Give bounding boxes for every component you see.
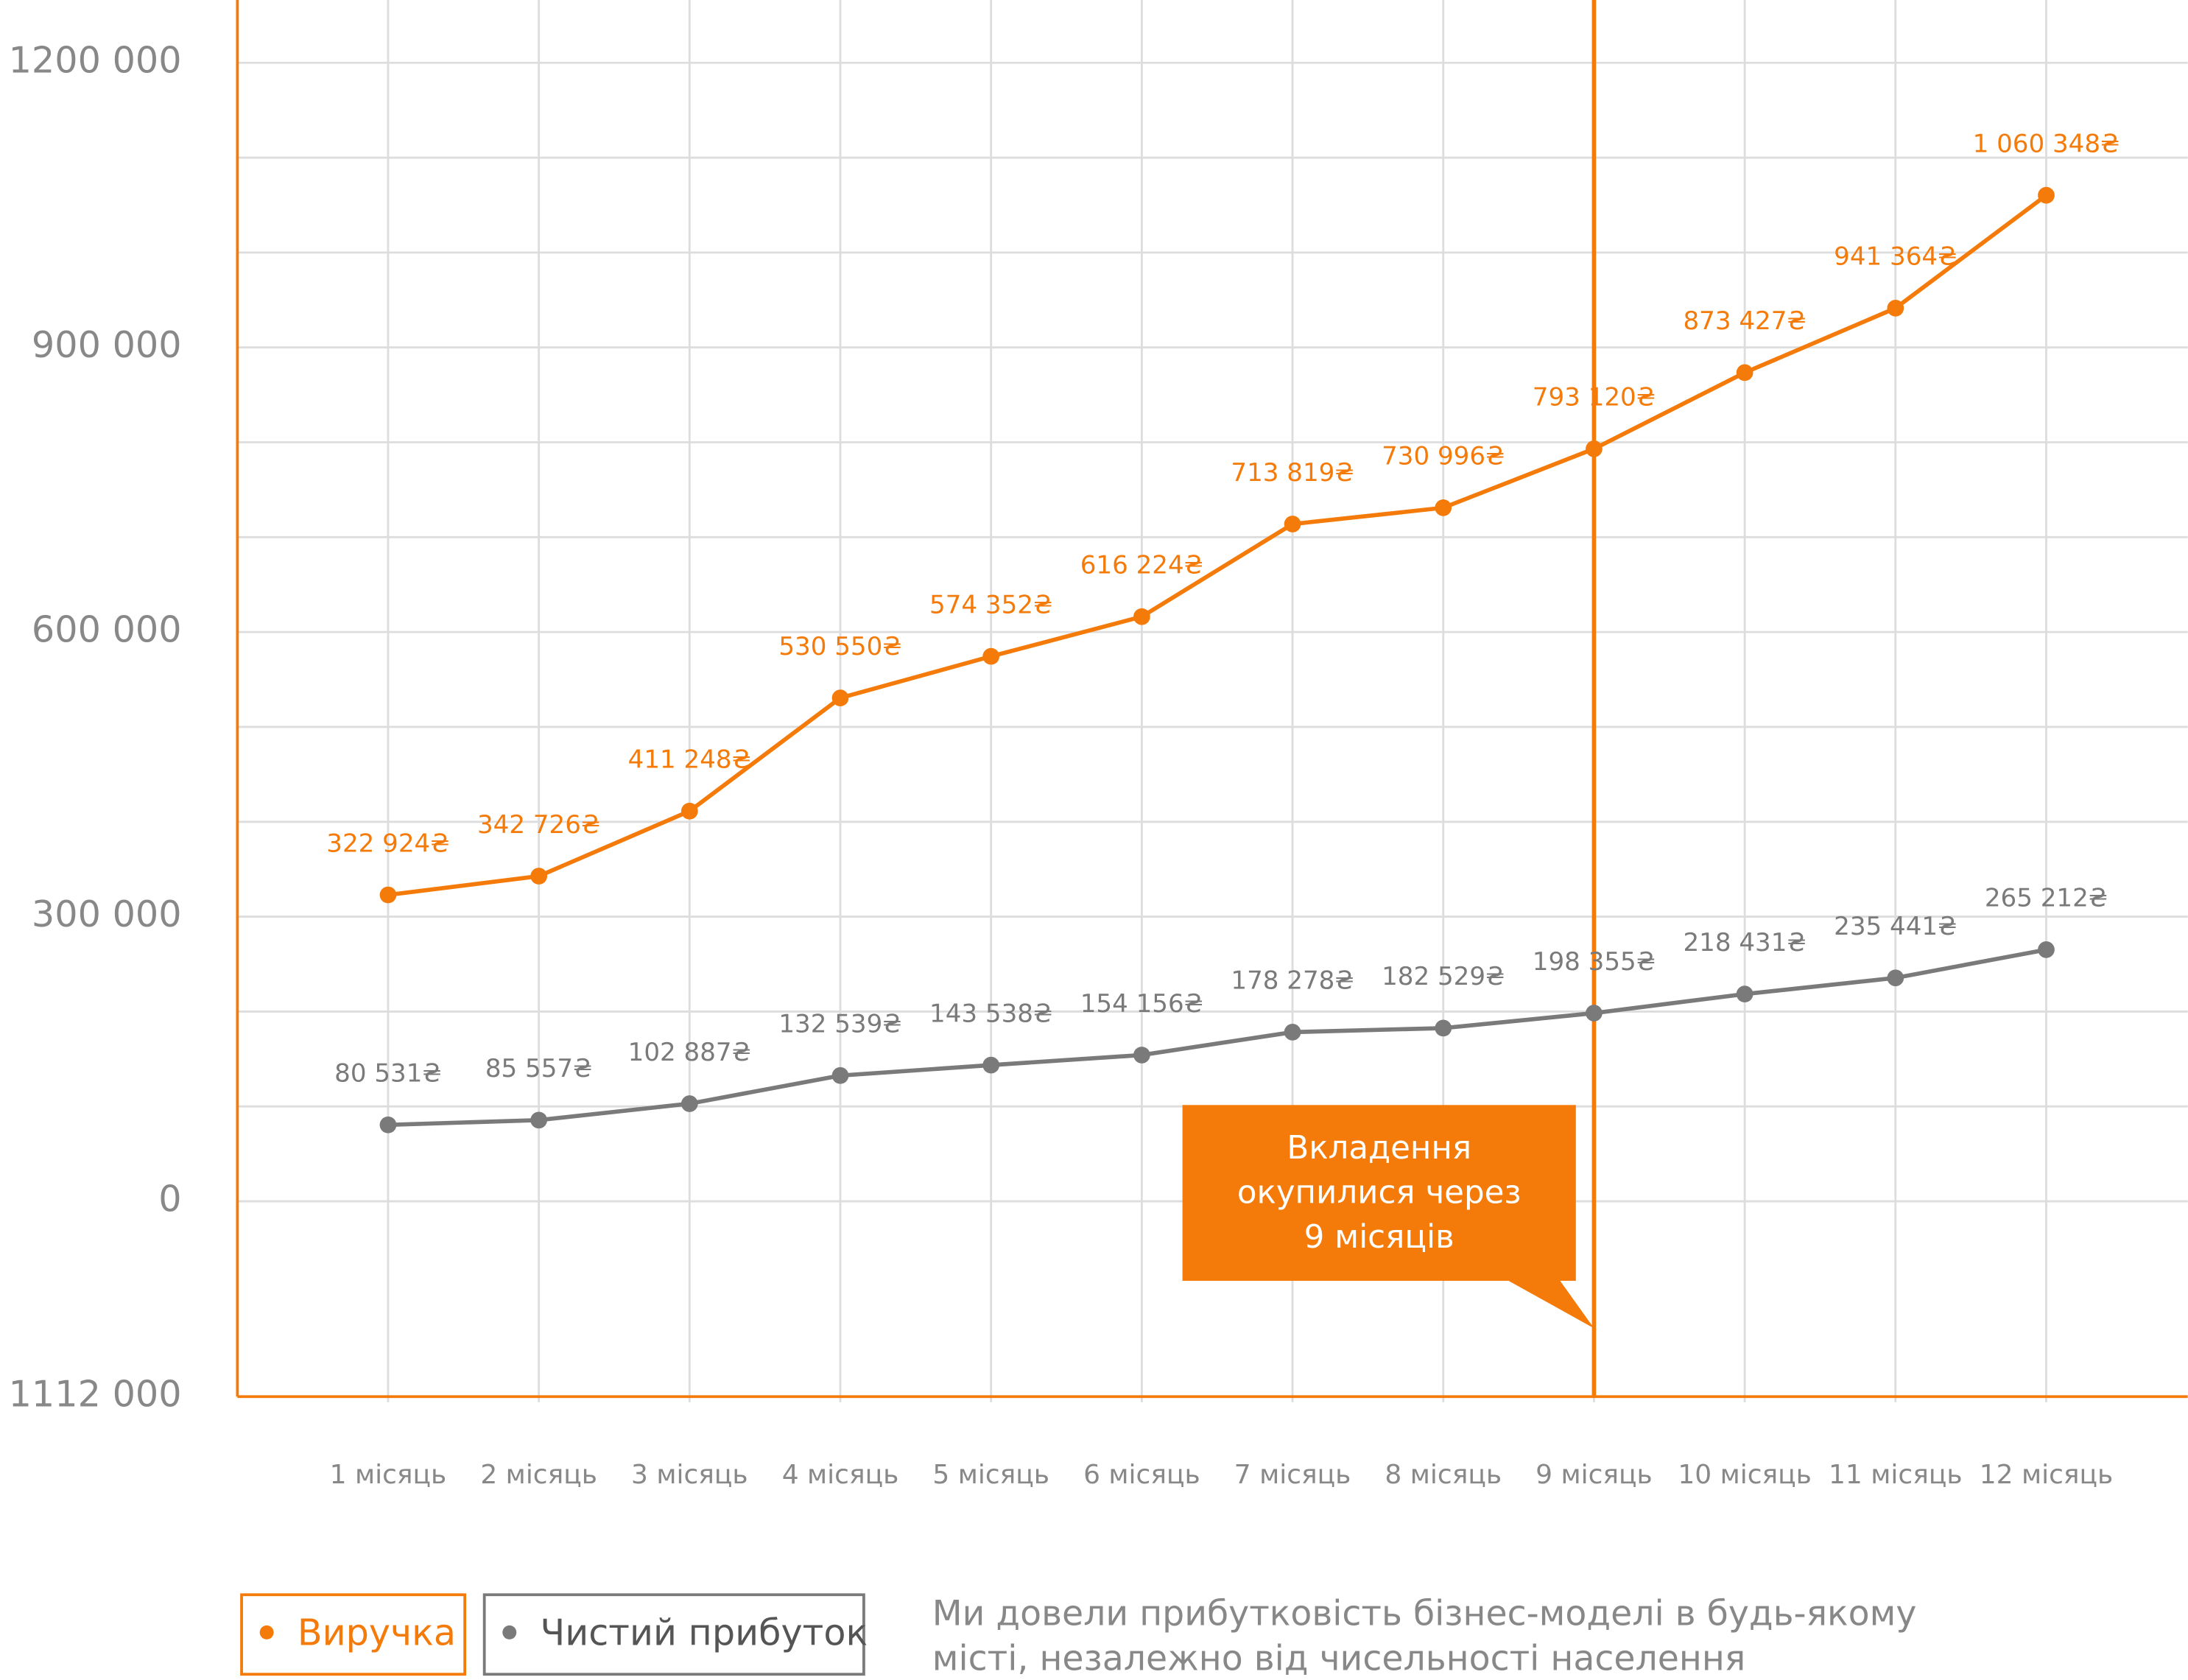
legend-item [482,1593,865,1676]
point [1736,364,1753,382]
value-label: 730 996₴ [1382,442,1505,471]
point [1133,608,1150,625]
point [379,1116,397,1134]
x-tick-label: 4 місяць [782,1460,899,1490]
point [379,886,397,904]
callout-text: окупилися через [1237,1175,1522,1212]
series-line [387,947,2047,1128]
value-label: 793 120₴ [1533,383,1656,412]
x-tick-label: 2 місяць [480,1460,597,1490]
value-label: 132 539₴ [778,1010,901,1039]
value-label: 80 531₴ [334,1059,442,1089]
x-tick-label: 7 місяць [1234,1460,1351,1490]
x-tick-label: 5 місяць [932,1460,1049,1490]
point [1586,440,1603,457]
callout-text: Вкладення [1287,1130,1471,1167]
note: Ми довели прибутковість бізнес-моделі в … [932,1594,1917,1634]
value-label: 713 819₴ [1231,458,1354,488]
point [1887,300,1904,317]
point [1133,1047,1150,1064]
value-label: 1 060 348₴ [1973,129,2120,158]
x-tick-label: 3 місяць [631,1460,748,1490]
point [1435,499,1452,516]
y-tick-label: 900 000 [32,323,182,366]
value-label: 873 427₴ [1683,306,1806,336]
x-tick-label: 8 місяць [1385,1460,1502,1490]
point [1586,1005,1603,1022]
point [1435,1019,1452,1037]
point [2038,186,2055,204]
y-tick-label: 300 000 [32,893,182,935]
x-tick-label: 10 місяць [1678,1460,1812,1490]
value-label: 102 887₴ [628,1038,751,1067]
callout-tail [1506,1279,1594,1329]
point [831,689,849,706]
x-tick-label: 1 місяць [330,1460,447,1490]
point [1887,969,1904,987]
point [831,1066,849,1084]
value-label: 941 364₴ [1834,242,1957,272]
value-label: 143 538₴ [929,999,1052,1028]
point [1284,516,1301,533]
point [530,1111,548,1129]
legend-label: Чистий прибуток [540,1612,868,1654]
value-label: 342 726₴ [477,810,600,840]
legend-label: Виручка [298,1612,456,1654]
y-tick-label: 1200 000 [9,39,182,82]
value-label: 411 248₴ [628,745,751,775]
point [1736,985,1753,1003]
legend-dot [259,1625,274,1639]
value-label: 154 156₴ [1080,989,1203,1019]
x-tick-label: 9 місяць [1536,1460,1653,1490]
value-label: 322 924₴ [326,829,449,858]
value-label: 265 212₴ [1985,884,2108,913]
value-label: 616 224₴ [1080,551,1203,580]
legend-item [240,1593,467,1676]
point [680,802,698,820]
x-tick-label: 12 місяць [1980,1460,2114,1490]
value-label: 235 441₴ [1834,912,1957,941]
point [982,1056,1000,1074]
legend-dot [502,1625,517,1639]
point [982,647,1000,665]
x-tick-label: 6 місяць [1083,1460,1200,1490]
value-label: 85 557₴ [485,1054,593,1083]
callout-text: 9 місяців [1304,1219,1454,1256]
point [1284,1024,1301,1041]
point [680,1095,698,1112]
callout-box [1182,1105,1576,1282]
point [530,868,548,885]
y-tick-label: 0 [158,1178,181,1220]
value-label: 574 352₴ [929,590,1052,619]
note: місті, незалежно від чисельності населен… [932,1638,1746,1677]
value-label: 182 529₴ [1382,962,1505,991]
point [2038,941,2055,958]
value-label: 198 355₴ [1533,947,1656,977]
value-label: 178 278₴ [1231,966,1354,996]
y-tick-label: – 1112 000 [0,1373,182,1416]
value-label: 218 431₴ [1683,928,1806,957]
x-tick-label: 11 місяць [1829,1460,1963,1490]
y-tick-label: 600 000 [32,608,182,651]
value-label: 530 550₴ [778,632,901,661]
series-line [387,193,2048,897]
